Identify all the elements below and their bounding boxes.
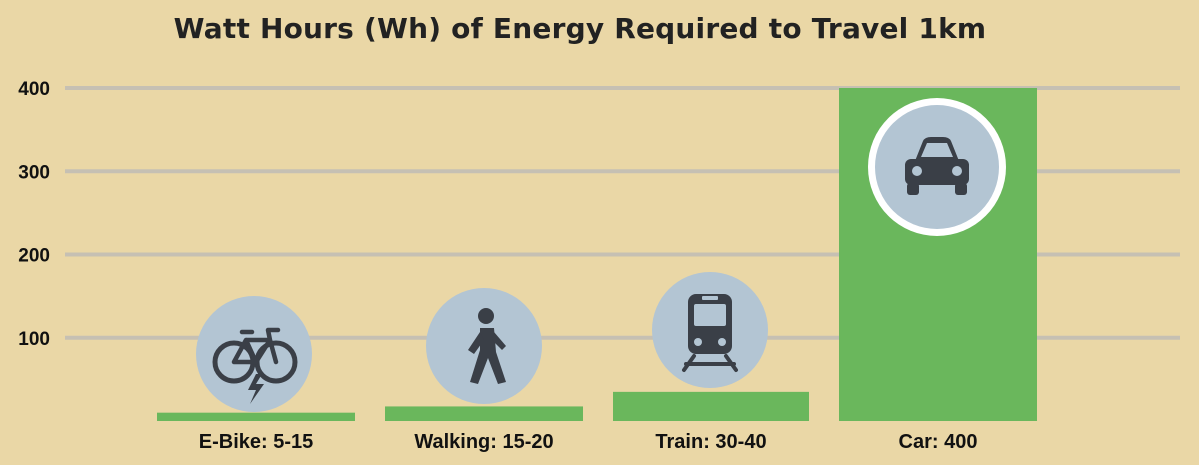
y-tick-label: 300 [18, 162, 50, 183]
chart-title: Watt Hours (Wh) of Energy Required to Tr… [173, 12, 987, 45]
category-label: Walking: 15-20 [414, 431, 553, 453]
electric-bike-icon [196, 296, 312, 412]
y-tick-label: 100 [18, 329, 50, 350]
bar [157, 412, 355, 421]
walking-person-icon [426, 288, 542, 404]
train-icon [652, 272, 768, 388]
bar [613, 391, 809, 421]
car-icon [868, 98, 1006, 236]
y-tick-label: 200 [18, 246, 50, 267]
category-label: E-Bike: 5-15 [199, 431, 314, 453]
bar [385, 406, 583, 421]
category-label: Train: 30-40 [655, 431, 766, 453]
category-label: Car: 400 [899, 431, 978, 453]
y-tick-label: 400 [18, 79, 50, 100]
